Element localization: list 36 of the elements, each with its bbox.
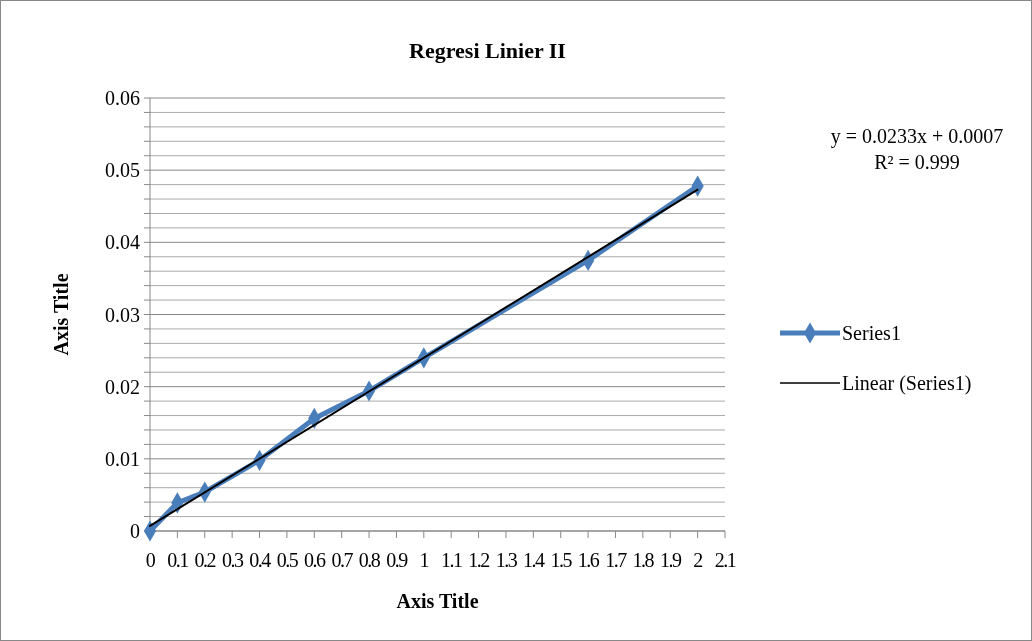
x-tick-label: 0.3 xyxy=(221,549,244,571)
x-tick-label: 1.1 xyxy=(440,549,462,571)
text: R² = 0.999 xyxy=(874,151,960,173)
x-tick-label: 1.2 xyxy=(468,549,490,571)
x-tick-label: 0.1 xyxy=(167,549,189,571)
x-tick-label: 0.9 xyxy=(386,549,409,571)
x-tick-label: 1.4 xyxy=(523,549,546,571)
x-tick-label: 1.5 xyxy=(550,549,573,571)
x-tick-label: 2.1 xyxy=(714,549,736,571)
y-tick-label: 0.03 xyxy=(105,303,140,326)
legend-label: Linear (Series1) xyxy=(842,372,972,395)
x-tick-label: 0.4 xyxy=(249,549,272,571)
x-tick-label: 2 xyxy=(693,549,703,571)
x-tick-label: 0.7 xyxy=(331,549,354,571)
x-tick-label: 1.9 xyxy=(659,549,682,571)
y-tick-label: 0.02 xyxy=(105,375,140,398)
x-tick-label: 1.3 xyxy=(495,549,518,571)
text: y = 0.0233x + 0.0007 xyxy=(830,125,1004,148)
x-tick-label: 1.6 xyxy=(577,549,600,571)
y-tick-label: 0.06 xyxy=(105,87,140,109)
y-tick-label: 0.05 xyxy=(105,159,140,182)
x-tick-label: 0.5 xyxy=(276,549,299,571)
y-tick-label: 0 xyxy=(130,520,140,542)
y-tick-label: 0.04 xyxy=(105,231,140,254)
y-axis-title: Axis Title xyxy=(50,273,72,356)
x-tick-label: 1 xyxy=(419,549,429,571)
x-tick-label: 0.6 xyxy=(304,549,327,571)
y-tick-label: 0.01 xyxy=(105,447,140,470)
x-tick-label: 0.2 xyxy=(194,549,216,571)
x-tick-label: 1.7 xyxy=(605,549,628,571)
legend-label: Series1 xyxy=(842,322,901,344)
x-tick-label: 0.8 xyxy=(358,549,381,571)
x-tick-label: 1.8 xyxy=(632,549,655,571)
x-axis-title: Axis Title xyxy=(396,590,479,612)
chart-title: Regresi Linier II xyxy=(409,38,566,63)
x-tick-label: 0 xyxy=(145,549,156,571)
